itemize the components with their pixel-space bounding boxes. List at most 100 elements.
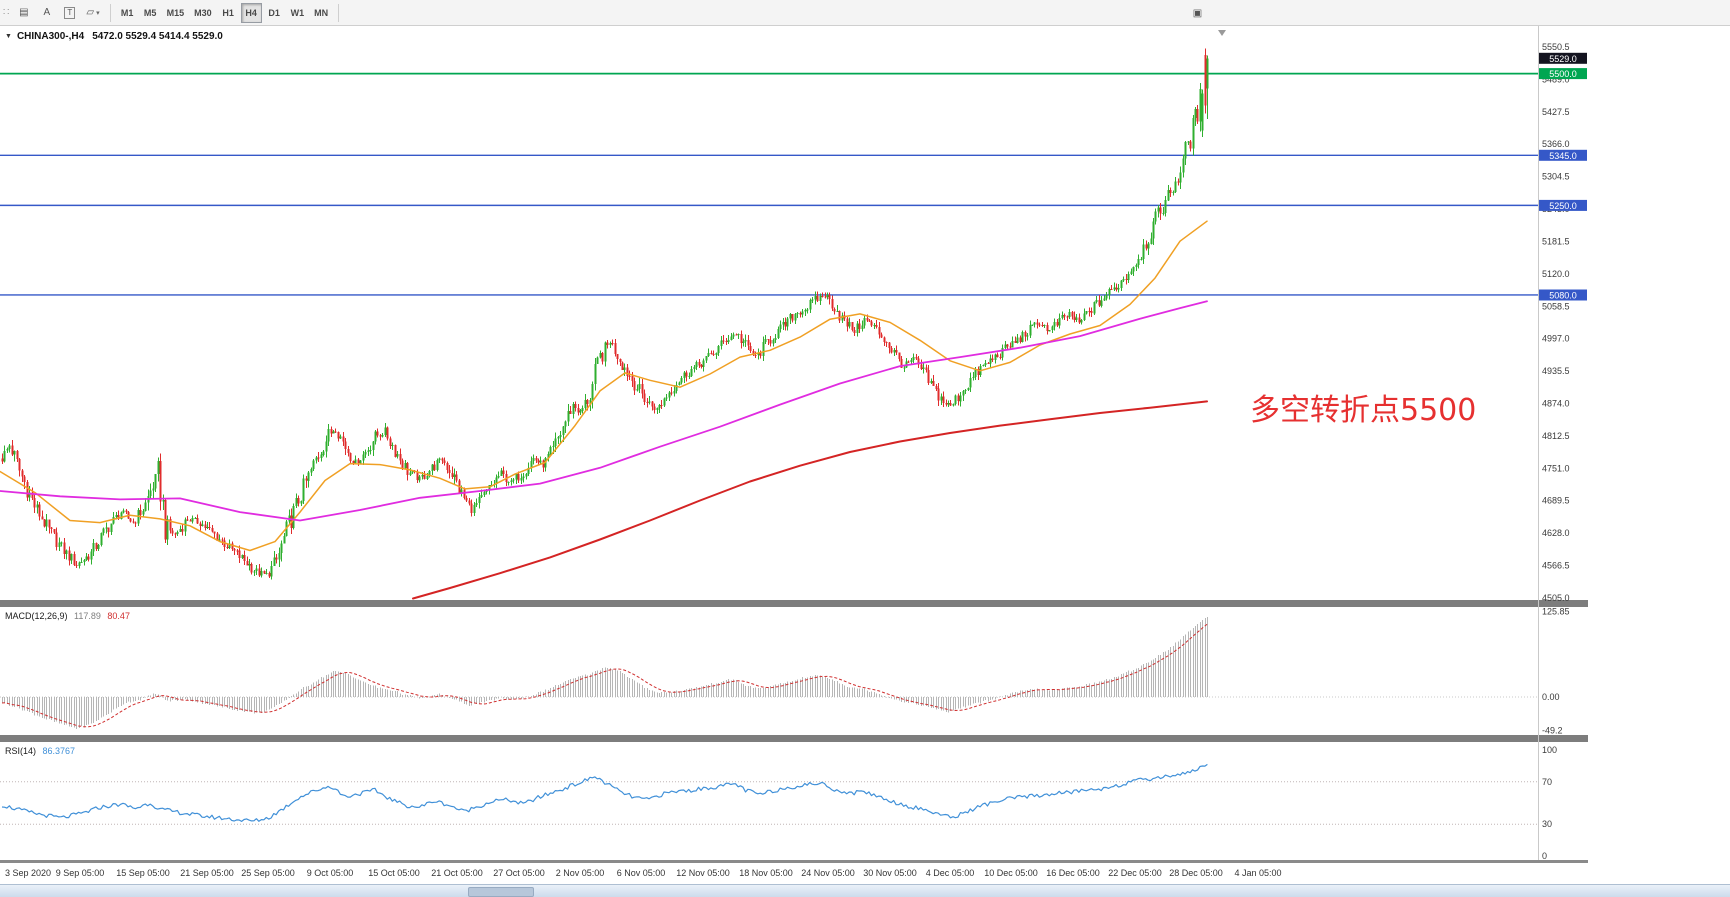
hline-price-tag bbox=[1539, 68, 1587, 80]
timeframe-button-m30[interactable]: M30 bbox=[190, 3, 216, 23]
shapes-icon[interactable]: ▱ ▾ bbox=[82, 3, 103, 23]
chart-text-annotation[interactable]: 多空转折点5500 bbox=[1250, 393, 1477, 428]
macd-indicator-label: MACD(12,26,9) 117.89 80.47 bbox=[5, 611, 134, 621]
macd-signal-line bbox=[1, 623, 1208, 728]
time-label: 15 Oct 05:00 bbox=[368, 868, 420, 878]
hline-price-tag-text: 5500.0 bbox=[1549, 69, 1577, 79]
rsi-axis-tick: 0 bbox=[1542, 851, 1547, 861]
time-label: 4 Jan 05:00 bbox=[1234, 868, 1281, 878]
price-tick: 5427.5 bbox=[1542, 107, 1570, 117]
current-price-tag bbox=[1539, 52, 1587, 64]
time-label: 16 Dec 05:00 bbox=[1046, 868, 1100, 878]
rsi-value: 86.3767 bbox=[42, 746, 76, 756]
price-tick: 4935.5 bbox=[1542, 366, 1570, 376]
collapse-triangle-icon[interactable]: ▼ bbox=[5, 33, 12, 40]
pane-separator bbox=[0, 860, 1588, 863]
price-tick: 5366.0 bbox=[1542, 139, 1570, 149]
rsi-line bbox=[1, 763, 1208, 822]
rsi-axis-tick: 30 bbox=[1542, 819, 1552, 829]
hatch-lines-glyph: ▤ bbox=[19, 7, 29, 18]
time-label: 2 Nov 05:00 bbox=[556, 868, 605, 878]
symbol-period-label: CHINA300-,H4 bbox=[16, 31, 85, 42]
text-frame-icon[interactable]: T bbox=[59, 3, 80, 23]
macd-axis-tick: 125.85 bbox=[1542, 606, 1570, 616]
window-tile-glyph: ▣ bbox=[1192, 7, 1203, 19]
timeframe-button-m15[interactable]: M15 bbox=[163, 3, 189, 23]
timeframe-button-m1[interactable]: M1 bbox=[117, 3, 138, 23]
hline-price-tag-text: 5345.0 bbox=[1549, 151, 1577, 161]
chart-shift-marker-icon[interactable] bbox=[1218, 30, 1226, 36]
ma-line-medium bbox=[0, 300, 1208, 522]
price-tick: 4689.5 bbox=[1542, 496, 1570, 506]
pane-separator[interactable] bbox=[0, 735, 1588, 742]
text-label-icon[interactable]: A bbox=[36, 3, 57, 23]
toolbar-separator bbox=[109, 3, 111, 22]
time-label: 21 Sep 05:00 bbox=[180, 868, 234, 878]
timeframe-button-h1[interactable]: H1 bbox=[218, 3, 239, 23]
text-label-glyph: A bbox=[43, 7, 51, 18]
toolbar: ∷ ▤ A T ▱ ▾ M1 M5 M15 M30 H1 H4 D1 W1 MN … bbox=[0, 0, 1730, 26]
price-tick: 5181.5 bbox=[1542, 237, 1570, 247]
price-tick: 4997.0 bbox=[1542, 334, 1570, 344]
time-label: 25 Sep 05:00 bbox=[241, 868, 295, 878]
price-tick: 5550.5 bbox=[1542, 42, 1570, 52]
time-label: 12 Nov 05:00 bbox=[676, 868, 730, 878]
time-label: 9 Sep 05:00 bbox=[56, 868, 105, 878]
horizontal-scrollbar[interactable] bbox=[0, 884, 1730, 897]
current-price-tag-text: 5529.0 bbox=[1549, 54, 1577, 64]
price-tick: 4874.0 bbox=[1542, 399, 1570, 409]
rsi-name: RSI(14) bbox=[5, 746, 37, 756]
macd-main-value: 117.89 bbox=[74, 611, 101, 621]
price-axis[interactable]: 5550.55489.05427.55366.05304.55243.05181… bbox=[1542, 42, 1570, 861]
timeframe-button-mn[interactable]: MN bbox=[310, 3, 332, 23]
pane-separators bbox=[0, 26, 1588, 863]
toolbar-separator bbox=[338, 3, 340, 22]
time-label: 21 Oct 05:00 bbox=[431, 868, 483, 878]
macd-axis-tick: -49.2 bbox=[1542, 726, 1563, 736]
hline-price-tag bbox=[1539, 199, 1587, 211]
window-tile-icon[interactable]: ▣ bbox=[1187, 3, 1208, 23]
toolbar-drag-handle[interactable]: ∷ bbox=[3, 7, 10, 18]
time-label: 18 Nov 05:00 bbox=[739, 868, 793, 878]
ohlc-values: 5472.0 5529.4 5414.4 5529.0 bbox=[92, 31, 223, 42]
time-label: 30 Nov 05:00 bbox=[863, 868, 917, 878]
price-tick: 4812.5 bbox=[1542, 431, 1570, 441]
price-tick: 5120.0 bbox=[1542, 269, 1570, 279]
time-axis[interactable]: 3 Sep 2020 9 Sep 05:00 15 Sep 05:00 21 Sep … bbox=[5, 868, 1282, 878]
price-tick: 5304.5 bbox=[1542, 172, 1570, 182]
time-label: 3 Sep 2020 bbox=[5, 868, 51, 878]
scrollbar-thumb[interactable] bbox=[468, 887, 534, 897]
macd-name: MACD(12,26,9) bbox=[5, 611, 68, 621]
time-label: 9 Oct 05:00 bbox=[307, 868, 354, 878]
rsi-axis-tick: 100 bbox=[1542, 745, 1557, 755]
price-tick: 5058.5 bbox=[1542, 301, 1570, 311]
horizontal-lines-layer[interactable] bbox=[0, 72, 1538, 296]
macd-histogram bbox=[2, 616, 1208, 729]
time-label: 15 Sep 05:00 bbox=[116, 868, 170, 878]
time-label: 6 Nov 05:00 bbox=[617, 868, 666, 878]
rsi-indicator-label: RSI(14) 86.3767 bbox=[5, 746, 79, 756]
time-label: 28 Dec 05:00 bbox=[1169, 868, 1223, 878]
timeframe-button-w1[interactable]: W1 bbox=[287, 3, 309, 23]
candles-layer bbox=[1, 48, 1209, 580]
price-tick: 5489.0 bbox=[1542, 74, 1570, 84]
shapes-glyph: ▱ bbox=[86, 7, 95, 18]
pane-separator[interactable] bbox=[0, 600, 1588, 607]
hline-price-tag-text: 5250.0 bbox=[1549, 201, 1577, 211]
price-tick: 4751.0 bbox=[1542, 463, 1570, 473]
timeframe-button-d1[interactable]: D1 bbox=[264, 3, 285, 23]
timeframe-button-h4[interactable]: H4 bbox=[240, 2, 262, 23]
time-label: 27 Oct 05:00 bbox=[493, 868, 545, 878]
macd-signal-value: 80.47 bbox=[107, 611, 130, 621]
time-label: 4 Dec 05:00 bbox=[926, 868, 975, 878]
text-frame-glyph: T bbox=[64, 6, 76, 19]
price-tick: 4566.5 bbox=[1542, 561, 1570, 571]
price-tick: 4628.0 bbox=[1542, 528, 1570, 538]
time-label: 24 Nov 05:00 bbox=[801, 868, 855, 878]
timeframe-button-m5[interactable]: M5 bbox=[140, 3, 161, 23]
chevron-down-icon: ▾ bbox=[96, 9, 100, 17]
hatch-lines-icon[interactable]: ▤ bbox=[13, 3, 34, 23]
price-tags: 5500.0 5345.0 5250.0 5080.0 5529.0 bbox=[1539, 52, 1587, 301]
